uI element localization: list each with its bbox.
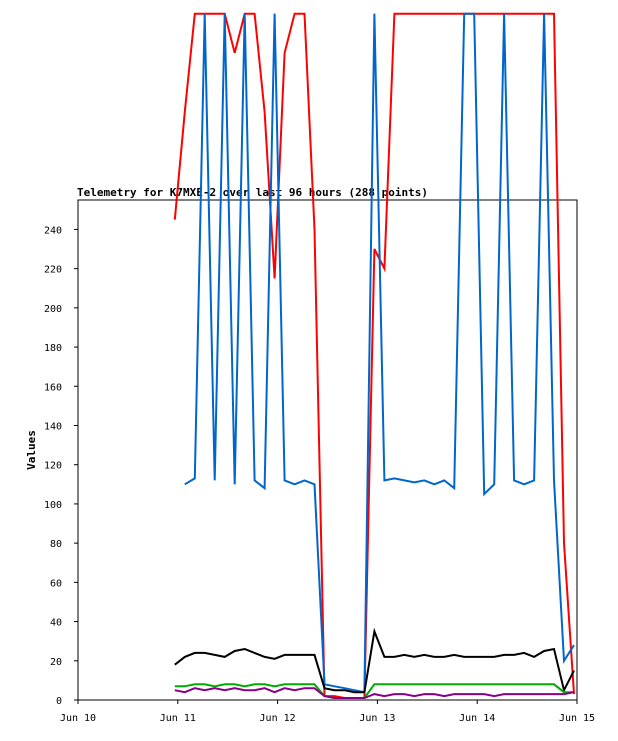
y-axis-title: Values [25,430,38,470]
y-tick-label: 180 [44,343,62,354]
plot-frame [77,199,578,701]
x-tick-label: Jun 13 [359,713,395,724]
y-tick-label: 200 [44,304,62,315]
series-line [184,12,575,694]
y-tick-label: 40 [50,618,62,629]
y-tick-label: 80 [50,539,62,550]
y-tick-label: 120 [44,461,62,472]
y-tick-label: 160 [44,382,62,393]
series-line [174,683,574,699]
y-tick-label: 220 [44,265,62,276]
y-tick-label: 0 [56,696,62,707]
x-tick-label: Jun 11 [160,713,196,724]
x-tick-label: Jun 15 [559,713,595,724]
y-tick-label: 140 [44,421,62,432]
x-tick-label: Jun 14 [459,713,495,724]
x-tick-label: Jun 12 [260,713,296,724]
x-tick-label: Jun 10 [60,713,96,724]
y-tick-label: 100 [44,500,62,511]
y-tick-label: 20 [50,657,62,668]
y-tick-label: 60 [50,578,62,589]
y-tick-label: 240 [44,225,62,236]
series-line [173,12,575,699]
series-line [174,627,575,694]
chart-title: Telemetry for K7MXE-2 over last 96 hours… [77,186,428,199]
series-line [174,687,575,699]
